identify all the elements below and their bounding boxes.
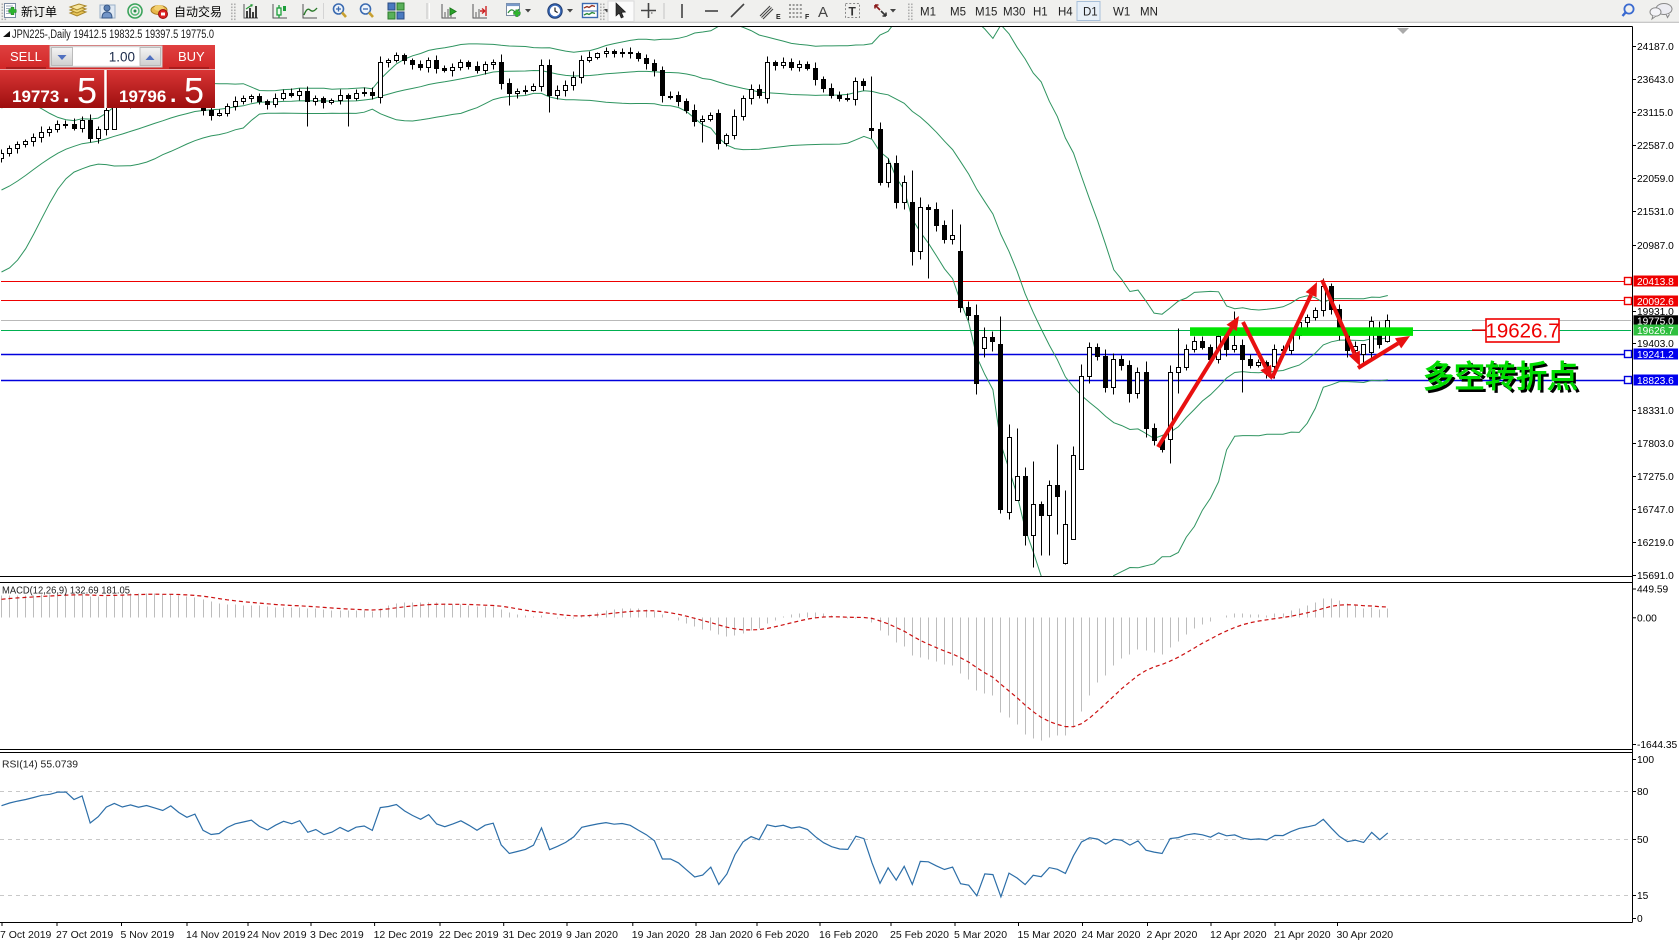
svg-text:BUY: BUY xyxy=(178,49,205,64)
svg-text:2 Apr 2020: 2 Apr 2020 xyxy=(1147,929,1198,941)
svg-text:15: 15 xyxy=(1637,891,1649,902)
svg-text:W1: W1 xyxy=(1113,7,1130,19)
svg-text:23643.0: 23643.0 xyxy=(1637,75,1674,86)
svg-text:19626.7: 19626.7 xyxy=(1637,326,1674,337)
svg-text:22 Dec 2019: 22 Dec 2019 xyxy=(439,929,499,941)
svg-text:19775.0: 19775.0 xyxy=(1637,317,1674,328)
svg-text:80: 80 xyxy=(1637,787,1649,798)
svg-text:24 Nov 2019: 24 Nov 2019 xyxy=(247,929,307,941)
svg-text:A: A xyxy=(818,4,828,21)
svg-text:-1644.35: -1644.35 xyxy=(1637,740,1678,751)
svg-text:12 Apr 2020: 12 Apr 2020 xyxy=(1210,929,1267,941)
svg-text:19626.7: 19626.7 xyxy=(1485,320,1559,343)
svg-text:MACD(12,26,9) 132.69 181.05: MACD(12,26,9) 132.69 181.05 xyxy=(2,586,130,597)
svg-text:28 Jan 2020: 28 Jan 2020 xyxy=(695,929,753,941)
svg-text:19241.2: 19241.2 xyxy=(1637,350,1674,361)
svg-text:22059.0: 22059.0 xyxy=(1637,174,1674,185)
svg-text:H1: H1 xyxy=(1033,7,1048,19)
svg-text:16219.0: 16219.0 xyxy=(1637,538,1674,549)
svg-text:27 Oct 2019: 27 Oct 2019 xyxy=(56,929,113,941)
svg-text:3 Dec 2019: 3 Dec 2019 xyxy=(310,929,364,941)
svg-text:15691.0: 15691.0 xyxy=(1637,571,1674,582)
svg-text:20413.8: 20413.8 xyxy=(1637,277,1674,288)
svg-text:E: E xyxy=(776,14,781,21)
svg-text:25 Feb 2020: 25 Feb 2020 xyxy=(890,929,949,941)
svg-text:M30: M30 xyxy=(1003,7,1025,19)
svg-text:9 Jan 2020: 9 Jan 2020 xyxy=(566,929,618,941)
svg-text:MN: MN xyxy=(1140,7,1158,19)
svg-text:18823.6: 18823.6 xyxy=(1637,376,1674,387)
svg-text:15 Mar 2020: 15 Mar 2020 xyxy=(1018,929,1077,941)
svg-text:F: F xyxy=(805,14,810,21)
svg-text:12 Dec 2019: 12 Dec 2019 xyxy=(374,929,434,941)
svg-text:21 Apr 2020: 21 Apr 2020 xyxy=(1274,929,1331,941)
svg-text:5: 5 xyxy=(77,70,97,111)
svg-text:.: . xyxy=(170,81,176,107)
svg-text:5: 5 xyxy=(184,70,204,111)
svg-text:22587.0: 22587.0 xyxy=(1637,141,1674,152)
svg-text:多空转折点: 多空转折点 xyxy=(1423,360,1578,395)
svg-text:24187.0: 24187.0 xyxy=(1637,42,1674,53)
svg-text:M5: M5 xyxy=(950,7,966,19)
svg-text:JPN225-,Daily 19412.5 19832.5: JPN225-,Daily 19412.5 19832.5 19397.5 19… xyxy=(12,29,214,41)
svg-text:.: . xyxy=(63,81,69,107)
svg-text:新订单: 新订单 xyxy=(21,4,57,19)
svg-text:17803.0: 17803.0 xyxy=(1637,439,1674,450)
svg-text:0.00: 0.00 xyxy=(1637,613,1657,624)
svg-text:18331.0: 18331.0 xyxy=(1637,406,1674,417)
svg-text:50: 50 xyxy=(1637,835,1649,846)
svg-text:多空转折点: 多空转折点 xyxy=(1426,362,1581,397)
svg-text:30 Apr 2020: 30 Apr 2020 xyxy=(1337,929,1394,941)
svg-text:19773: 19773 xyxy=(12,87,59,106)
svg-text:449.59: 449.59 xyxy=(1637,585,1668,596)
svg-text:5 Mar 2020: 5 Mar 2020 xyxy=(954,929,1007,941)
svg-text:19931.0: 19931.0 xyxy=(1637,307,1674,318)
svg-text:23115.0: 23115.0 xyxy=(1637,108,1673,119)
svg-text:20092.6: 20092.6 xyxy=(1637,297,1674,308)
svg-text:7 Oct 2019: 7 Oct 2019 xyxy=(0,929,52,941)
svg-text:20987.0: 20987.0 xyxy=(1637,241,1674,252)
svg-text:6 Feb 2020: 6 Feb 2020 xyxy=(756,929,809,941)
svg-text:M1: M1 xyxy=(920,7,936,19)
svg-text:16747.0: 16747.0 xyxy=(1637,505,1674,516)
svg-text:SELL: SELL xyxy=(10,49,42,64)
svg-text:19403.0: 19403.0 xyxy=(1637,339,1674,350)
svg-text:5 Nov 2019: 5 Nov 2019 xyxy=(121,929,175,941)
svg-text:H4: H4 xyxy=(1058,7,1073,19)
svg-text:16 Feb 2020: 16 Feb 2020 xyxy=(819,929,878,941)
svg-text:M15: M15 xyxy=(975,7,997,19)
svg-text:D1: D1 xyxy=(1083,7,1098,19)
svg-text:1.00: 1.00 xyxy=(109,50,135,65)
svg-text:100: 100 xyxy=(1637,755,1654,766)
svg-text:自动交易: 自动交易 xyxy=(174,4,222,19)
svg-text:RSI(14) 55.0739: RSI(14) 55.0739 xyxy=(2,760,78,771)
svg-text:19796: 19796 xyxy=(119,87,166,106)
svg-text:T: T xyxy=(849,5,857,19)
svg-text:31 Dec 2019: 31 Dec 2019 xyxy=(503,929,563,941)
svg-text:17275.0: 17275.0 xyxy=(1637,472,1674,483)
svg-text:21531.0: 21531.0 xyxy=(1637,207,1674,218)
svg-text:24 Mar 2020: 24 Mar 2020 xyxy=(1082,929,1141,941)
svg-text:14 Nov 2019: 14 Nov 2019 xyxy=(186,929,246,941)
svg-text:0: 0 xyxy=(1637,914,1643,925)
svg-text:19 Jan 2020: 19 Jan 2020 xyxy=(632,929,690,941)
